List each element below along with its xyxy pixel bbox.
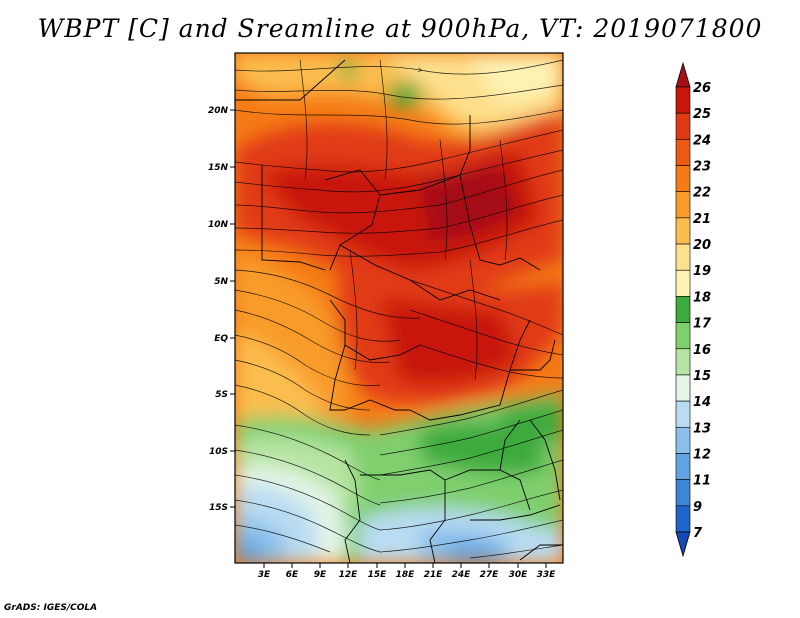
lon-label: 12E bbox=[339, 570, 359, 580]
colorbar-segment bbox=[675, 348, 691, 376]
colorbar-segment bbox=[675, 139, 691, 166]
colorbar-segment bbox=[675, 243, 691, 271]
lat-label: 15N bbox=[208, 163, 229, 173]
colorbar-label: 14 bbox=[693, 395, 711, 410]
lat-label: 15S bbox=[209, 503, 228, 513]
colorbar-label: 18 bbox=[693, 290, 711, 305]
colorbar-label: 22 bbox=[693, 186, 711, 201]
colorbar-label: 7 bbox=[693, 526, 703, 541]
lat-label: 10N bbox=[208, 220, 229, 230]
colorbar-label: 21 bbox=[693, 212, 711, 227]
colorbar-label: 19 bbox=[693, 264, 711, 279]
lon-label: 27E bbox=[480, 570, 500, 580]
colorbar-segment bbox=[675, 374, 691, 402]
colorbar-segment bbox=[675, 531, 691, 558]
colorbar-segment bbox=[675, 453, 691, 480]
colorbar-label: 9 bbox=[693, 500, 702, 515]
colorbar-segment bbox=[675, 165, 691, 193]
colorbar-segment bbox=[675, 191, 691, 219]
lat-label: 10S bbox=[209, 447, 228, 457]
lat-label: 20N bbox=[208, 106, 229, 116]
colorbar-label: 11 bbox=[693, 474, 711, 489]
chart-title: WBPT [C] and Sreamline at 900hPa, VT: 20… bbox=[37, 14, 763, 43]
lon-label: 21E bbox=[424, 570, 444, 580]
colorbar-label: 12 bbox=[693, 447, 711, 462]
lon-label: 33E bbox=[537, 570, 557, 580]
lon-label: 9E bbox=[314, 570, 327, 580]
lon-label: 30E bbox=[509, 570, 529, 580]
lon-label: 6E bbox=[286, 570, 299, 580]
lat-label: 5S bbox=[215, 390, 228, 400]
colorbar-label: 17 bbox=[693, 317, 712, 332]
colorbar-segment bbox=[675, 322, 691, 350]
colorbar-segment bbox=[675, 112, 691, 140]
country-borders bbox=[235, 59, 563, 563]
map-frame bbox=[234, 52, 564, 564]
colorbar-label: 13 bbox=[693, 421, 711, 436]
colorbar-label: 26 bbox=[693, 81, 711, 96]
colorbar-segment bbox=[675, 217, 691, 245]
colorbar-segment bbox=[675, 426, 691, 454]
colorbar-label: 16 bbox=[693, 343, 711, 358]
colorbar-segment bbox=[675, 86, 691, 114]
colorbar-segment bbox=[675, 479, 691, 507]
colorbar-label: 15 bbox=[693, 369, 711, 384]
temperature-field bbox=[235, 53, 563, 563]
latitude-axis: 20N 15N 10N 5N EQ 5S 10S 15S bbox=[208, 106, 229, 513]
axis-ticks bbox=[230, 109, 547, 568]
colorbar-segment bbox=[675, 269, 691, 297]
colorbar-label: 25 bbox=[693, 107, 711, 122]
colorbar-segment bbox=[675, 505, 691, 533]
colorbar-label: 23 bbox=[693, 160, 711, 175]
lat-label: 5N bbox=[214, 277, 228, 287]
lat-label: EQ bbox=[214, 334, 228, 344]
colorbar-label: 20 bbox=[693, 238, 711, 253]
longitude-axis: 3E 6E 9E 12E 15E 18E 21E 24E 27E 30E 33E bbox=[258, 570, 556, 580]
streamlines bbox=[235, 59, 563, 559]
colorbar-segment bbox=[675, 296, 691, 323]
colorbar: 26 25 24 23 22 21 20 19 18 17 16 15 14 13 12 11 9 7 bbox=[675, 61, 712, 558]
colorbar-segment bbox=[675, 400, 691, 428]
colorbar-label: 24 bbox=[693, 133, 711, 148]
lon-label: 15E bbox=[368, 570, 388, 580]
lon-label: 3E bbox=[258, 570, 271, 580]
lon-label: 24E bbox=[452, 570, 472, 580]
footer-credit: GrADS: IGES/COLA bbox=[4, 603, 98, 613]
colorbar-segment bbox=[675, 61, 691, 88]
lon-label: 18E bbox=[396, 570, 416, 580]
